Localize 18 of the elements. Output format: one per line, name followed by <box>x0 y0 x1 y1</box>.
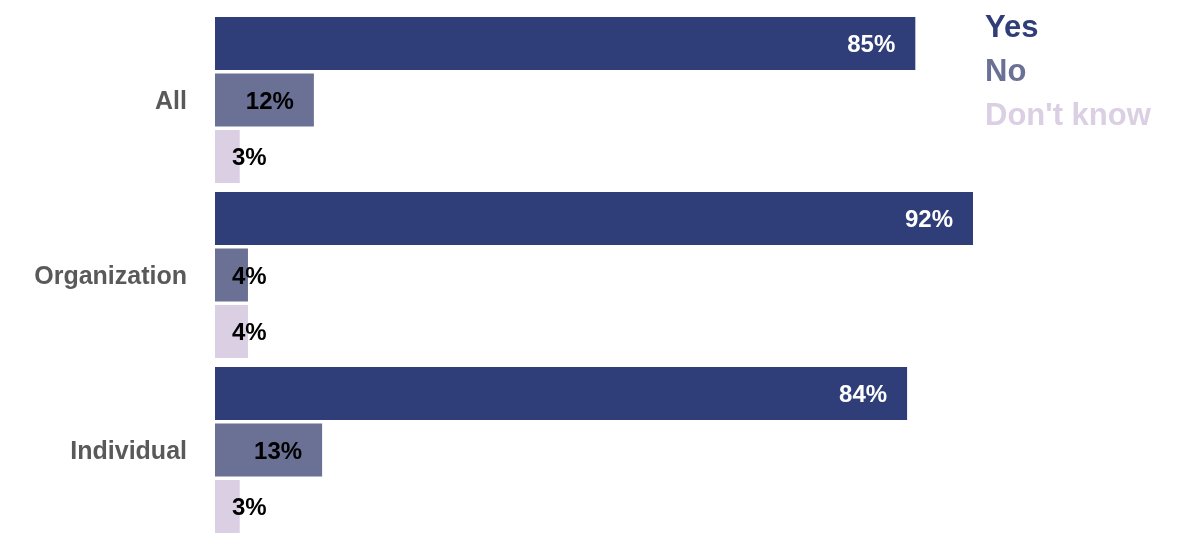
data-label: 4% <box>232 318 267 346</box>
y-tick-label: All <box>155 86 187 114</box>
text: Yes <box>985 9 1039 44</box>
y-tick-label: Organization <box>34 261 187 289</box>
bar <box>215 367 908 420</box>
bar <box>215 192 973 245</box>
text: No <box>985 53 1027 88</box>
y-tick-label: Individual <box>70 436 187 464</box>
data-label: 84% <box>839 380 888 408</box>
bar <box>215 17 916 70</box>
data-label: 12% <box>245 86 294 114</box>
data-label: 3% <box>232 493 267 521</box>
bar <box>215 73 314 127</box>
data-label: 92% <box>904 205 953 233</box>
data-label: 3% <box>232 143 267 171</box>
data-label: 85% <box>847 30 896 58</box>
bar <box>215 423 323 477</box>
data-label: 13% <box>254 436 303 464</box>
